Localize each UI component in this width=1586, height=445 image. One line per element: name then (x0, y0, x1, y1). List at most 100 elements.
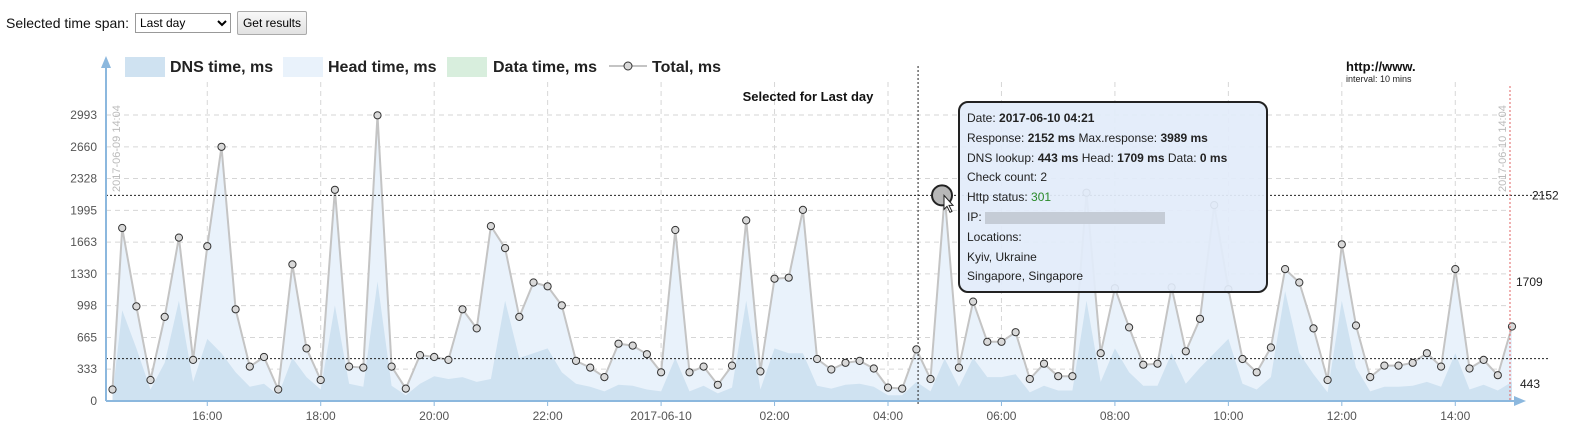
chart-axes (101, 56, 1526, 406)
time-span-select[interactable]: Last day (134, 13, 231, 33)
tooltip-date-value: 2017-06-10 04:21 (999, 111, 1095, 125)
total-point (742, 216, 751, 225)
total-point (401, 384, 410, 393)
total-point (1139, 360, 1148, 369)
x-tick-label: 04:00 (873, 409, 903, 423)
time-span-bar: Selected time span: Last day Get results (6, 10, 307, 36)
reference-label-head: 1709 (1516, 275, 1543, 289)
total-point (1266, 343, 1276, 352)
x-tick-label: 06:00 (986, 409, 1016, 423)
chart-legend: DNS time, ms Head time, ms Data time, ms To… (125, 57, 721, 77)
total-point (132, 302, 141, 311)
legend-swatch-dns (125, 57, 165, 77)
total-point (912, 345, 921, 354)
total-point (415, 351, 425, 360)
total-point (316, 375, 325, 385)
chart-labels: 0 333 665 998 1330 1663 1995 2328 2660 2993 16:00 1… (70, 59, 1559, 423)
total-point (515, 312, 524, 321)
tooltip-locations-label: Locations: (967, 229, 1022, 244)
total-point (146, 375, 155, 385)
tooltip-timing-row: DNS lookup: 443 ms Head: 1709 ms Data: 0… (967, 149, 1259, 169)
head-time-area (112, 115, 1512, 402)
y-tick-label: 1330 (70, 267, 97, 281)
total-point (1125, 323, 1134, 332)
total-point (1309, 324, 1318, 333)
tooltip-response-value: 2152 ms (1027, 130, 1076, 145)
tooltip-date-row: Date: 2017-06-10 04:21 (967, 109, 1259, 129)
total-point (1295, 278, 1304, 287)
data-tooltip: Date: 2017-06-10 04:21 Response: 2152 ms… (958, 101, 1268, 293)
total-point (458, 305, 467, 314)
total-point (1493, 371, 1502, 380)
total-point (1238, 354, 1247, 364)
total-point (1366, 373, 1375, 382)
total-point (685, 368, 694, 377)
total-point (657, 368, 666, 377)
total-point (302, 344, 311, 353)
tooltip-date-label: Date: (967, 111, 996, 125)
total-point (330, 185, 339, 194)
total-point (1054, 372, 1063, 381)
total-point (926, 374, 935, 384)
total-point (486, 222, 495, 231)
y-tick-label: 2660 (70, 140, 97, 154)
x-tick-label: 20:00 (419, 409, 449, 423)
reference-label-dns: 443 (1520, 377, 1540, 391)
total-point (160, 312, 169, 321)
total-point (472, 324, 481, 333)
total-point (713, 380, 722, 389)
chart-areas (112, 115, 1512, 402)
total-point (671, 225, 680, 235)
tooltip-max-response-value: 3989 ms (1160, 130, 1208, 145)
total-point (1337, 240, 1346, 249)
reference-label-total: 2152 (1532, 188, 1559, 202)
total-point (883, 383, 893, 392)
legend-label-dns: DNS time, ms (170, 59, 273, 76)
x-tick-label: 14:00 (1440, 409, 1470, 423)
y-tick-label: 333 (77, 362, 97, 376)
total-point (1451, 265, 1460, 274)
end-time-label: 2017-06-10 14:04 (1497, 105, 1509, 192)
tooltip-ip-label: IP: (967, 209, 982, 224)
chart-lines (106, 66, 1550, 406)
y-tick-label: 1663 (70, 235, 97, 249)
total-point (841, 358, 850, 367)
total-point (1096, 349, 1105, 358)
x-tick-label: 2017-06-10 (630, 409, 692, 423)
tooltip-head-value: 1709 ms (1117, 150, 1165, 165)
total-line (111, 115, 1513, 394)
legend-swatch-data (447, 57, 487, 77)
tooltip-check-value: 2 (1040, 170, 1048, 185)
x-tick-label: 18:00 (306, 409, 336, 423)
total-point (203, 242, 212, 251)
tooltip-status-label: Http status: (967, 190, 1028, 205)
total-point (898, 384, 907, 393)
total-point (983, 337, 992, 346)
chart-title: Selected for Last day (743, 89, 875, 104)
x-axis-arrow (1514, 396, 1526, 406)
total-point (387, 362, 396, 371)
total-point (1153, 359, 1162, 368)
start-time-label: 2017-06-09 14:04 (111, 105, 123, 192)
tooltip-data-value: 0 ms (1199, 150, 1228, 165)
total-point (359, 363, 368, 372)
total-point (245, 362, 254, 371)
tooltip-status-value: 301 (1031, 190, 1052, 205)
total-point (571, 356, 581, 365)
chart-points (108, 111, 1517, 394)
total-point (1323, 375, 1332, 385)
total-point (274, 385, 283, 394)
total-point (231, 305, 240, 314)
total-point (1380, 361, 1389, 370)
site-url-label: http://www. (1346, 59, 1416, 74)
total-point (1025, 374, 1034, 384)
total-point (444, 355, 453, 364)
total-point (373, 111, 382, 120)
tooltip-head-label: Head: (1081, 150, 1114, 165)
legend-label-data: Data time, ms (493, 59, 597, 76)
total-point (1479, 355, 1488, 364)
get-results-button[interactable]: Get results (236, 11, 307, 35)
total-point (1465, 364, 1474, 373)
y-tick-label: 0 (90, 394, 97, 408)
x-tick-label: 02:00 (760, 409, 790, 423)
